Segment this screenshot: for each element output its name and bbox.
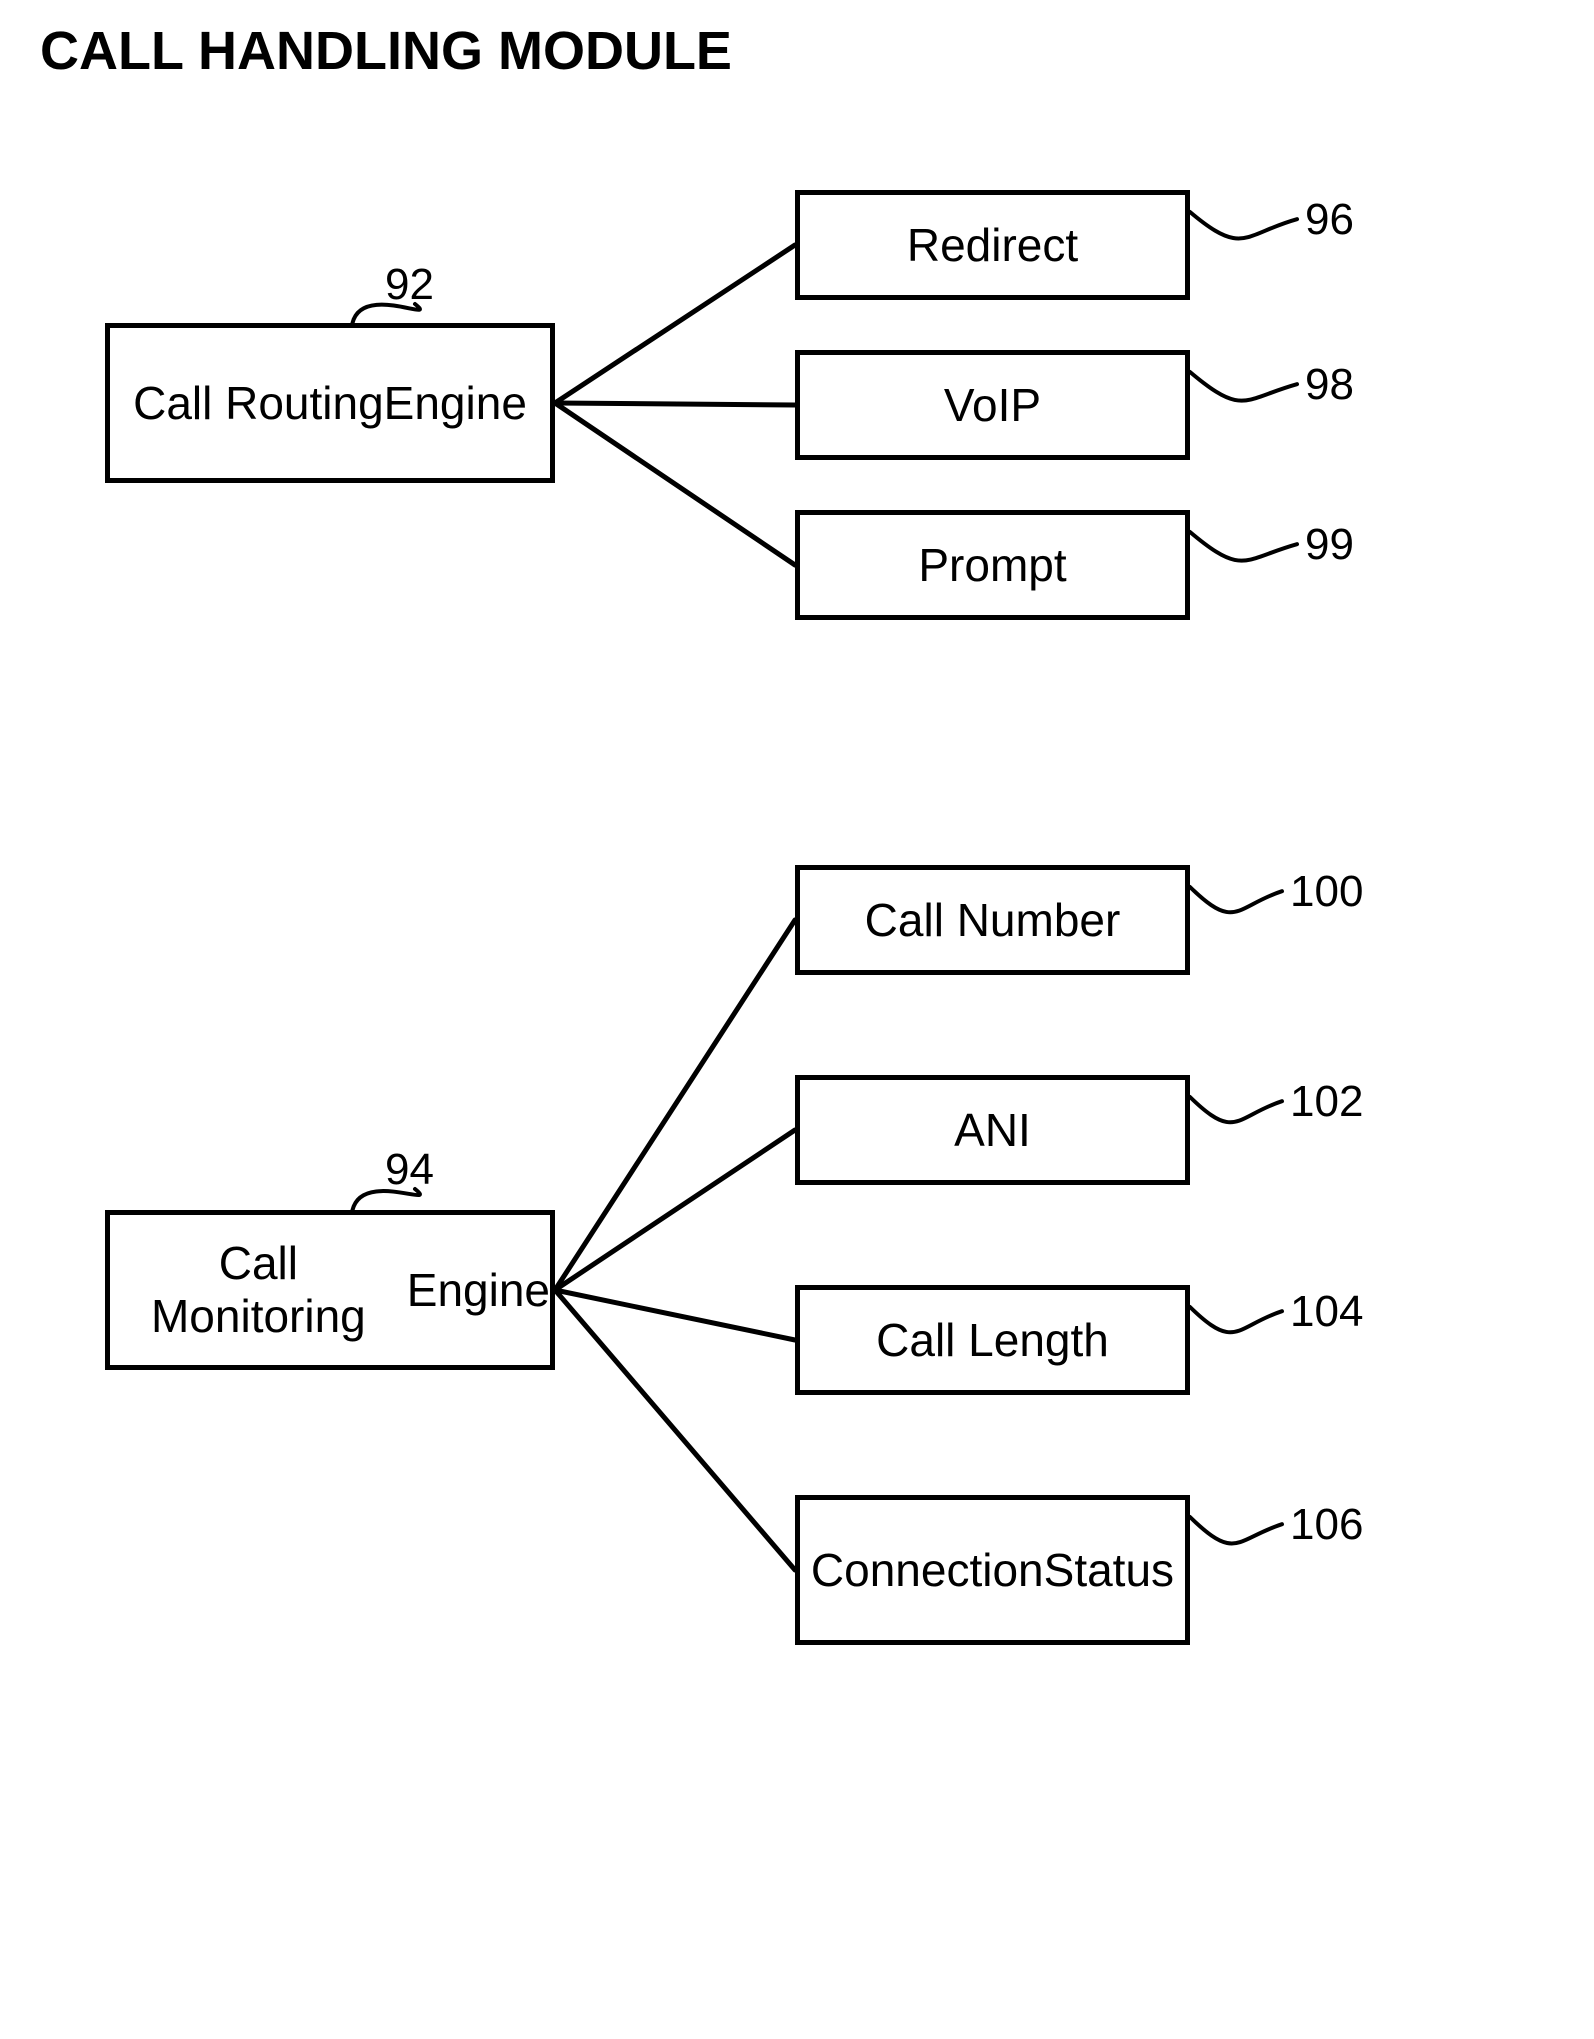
box-call-length: Call Length [795, 1285, 1190, 1395]
box-label-line: ANI [954, 1104, 1031, 1157]
box-redirect: Redirect [795, 190, 1190, 300]
box-label-line: Prompt [918, 539, 1066, 592]
ref-99: 99 [1305, 520, 1354, 570]
ref-96: 96 [1305, 195, 1354, 245]
box-voip: VoIP [795, 350, 1190, 460]
ref-104: 104 [1290, 1287, 1363, 1337]
box-call-routing-engine: Call RoutingEngine [105, 323, 555, 483]
box-call-monitoring-engine: Call MonitoringEngine [105, 1210, 555, 1370]
ref-106: 106 [1290, 1500, 1363, 1550]
box-label-line: Call Routing [133, 377, 384, 430]
ref-92: 92 [385, 260, 434, 310]
ref-100: 100 [1290, 867, 1363, 917]
ref-94: 94 [385, 1145, 434, 1195]
page-title: CALL HANDLING MODULE [40, 20, 732, 82]
box-label-line: Engine [384, 377, 527, 430]
connector-layer [0, 0, 1594, 2039]
box-label-line: VoIP [944, 379, 1041, 432]
box-label-line: Call Monitoring [110, 1237, 407, 1343]
ref-98: 98 [1305, 360, 1354, 410]
box-ani: ANI [795, 1075, 1190, 1185]
diagram-canvas: CALL HANDLING MODULE Call RoutingEngine … [0, 0, 1594, 2039]
box-label-line: Engine [407, 1264, 550, 1317]
box-label-line: Redirect [907, 219, 1078, 272]
box-call-number: Call Number [795, 865, 1190, 975]
box-label-line: Status [1044, 1544, 1174, 1597]
box-prompt: Prompt [795, 510, 1190, 620]
box-connection-status: ConnectionStatus [795, 1495, 1190, 1645]
box-label-line: Call Length [876, 1314, 1109, 1367]
ref-102: 102 [1290, 1077, 1363, 1127]
box-label-line: Call Number [865, 894, 1121, 947]
box-label-line: Connection [811, 1544, 1044, 1597]
